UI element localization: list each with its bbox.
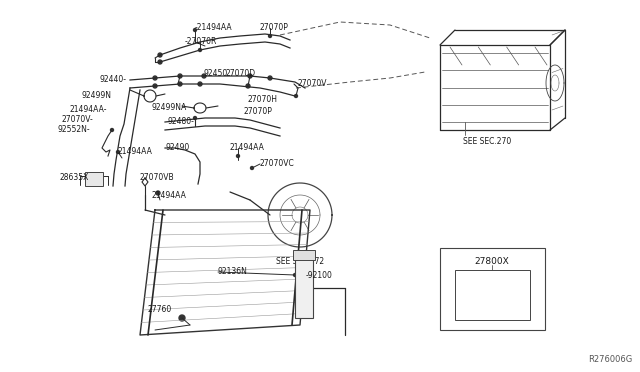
Bar <box>295 258 313 318</box>
Text: R276006G: R276006G <box>588 355 632 364</box>
Polygon shape <box>268 76 272 80</box>
Polygon shape <box>250 167 253 170</box>
Text: 27070D: 27070D <box>226 70 256 78</box>
Bar <box>293 250 315 260</box>
Text: -92100: -92100 <box>306 272 333 280</box>
Text: 92499NA: 92499NA <box>152 103 188 112</box>
Polygon shape <box>248 74 252 78</box>
Text: 27070V-: 27070V- <box>62 115 93 125</box>
Polygon shape <box>202 74 206 78</box>
Polygon shape <box>158 60 162 64</box>
Text: 21494AA-: 21494AA- <box>70 106 108 115</box>
Text: -21494AA: -21494AA <box>195 23 232 32</box>
Text: 92450: 92450 <box>204 70 228 78</box>
Text: 92499N: 92499N <box>82 92 112 100</box>
Polygon shape <box>193 29 196 32</box>
Text: 21494AA: 21494AA <box>118 148 153 157</box>
Polygon shape <box>158 53 162 57</box>
Text: 92490: 92490 <box>166 144 190 153</box>
Text: 92440-: 92440- <box>100 76 127 84</box>
Polygon shape <box>294 273 296 276</box>
Polygon shape <box>246 84 250 88</box>
Polygon shape <box>237 154 239 157</box>
Text: 27070VC: 27070VC <box>260 160 295 169</box>
Text: 27070P: 27070P <box>260 23 289 32</box>
Bar <box>455 270 530 320</box>
Polygon shape <box>269 35 271 38</box>
Polygon shape <box>193 116 196 119</box>
Polygon shape <box>153 76 157 80</box>
Polygon shape <box>178 74 182 78</box>
Text: 27070V: 27070V <box>298 80 328 89</box>
Polygon shape <box>153 84 157 88</box>
Polygon shape <box>198 48 202 51</box>
Text: SEE SEC.270: SEE SEC.270 <box>463 137 511 146</box>
Bar <box>85 172 103 186</box>
Polygon shape <box>294 94 298 97</box>
Bar <box>440 248 545 330</box>
Polygon shape <box>156 191 160 195</box>
Polygon shape <box>116 151 120 154</box>
Text: 21494AA: 21494AA <box>152 190 187 199</box>
Text: 92136N: 92136N <box>218 267 248 276</box>
Polygon shape <box>178 82 182 86</box>
Text: SEE SEC.272: SEE SEC.272 <box>276 257 324 266</box>
Polygon shape <box>198 82 202 86</box>
Text: 27760: 27760 <box>148 305 172 314</box>
Text: 28635X: 28635X <box>60 173 90 183</box>
Text: 27070H: 27070H <box>248 96 278 105</box>
Text: 27070P: 27070P <box>244 108 273 116</box>
Polygon shape <box>179 315 185 321</box>
Text: 27070VB: 27070VB <box>140 173 175 183</box>
Text: -27070R: -27070R <box>185 38 218 46</box>
Polygon shape <box>111 128 113 131</box>
Text: 21494AA: 21494AA <box>230 144 265 153</box>
Text: 92480-: 92480- <box>168 118 195 126</box>
Text: 92552N-: 92552N- <box>57 125 90 135</box>
Text: 27800X: 27800X <box>475 257 509 266</box>
